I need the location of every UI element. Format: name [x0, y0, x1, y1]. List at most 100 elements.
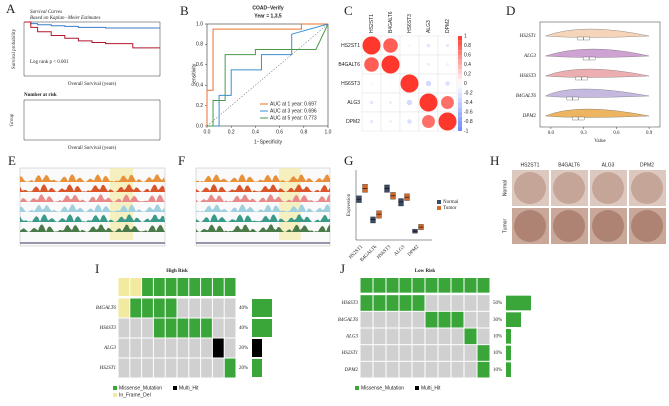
- cell: [201, 358, 212, 378]
- x-tick-label: 0.9: [646, 131, 653, 136]
- cell: [386, 311, 399, 328]
- y-tick-label: 0.0: [196, 123, 203, 129]
- side-bar: [506, 295, 531, 311]
- corr-circle: [369, 100, 374, 105]
- gene-label: ALG3: [345, 334, 358, 339]
- panel-letter: F: [178, 153, 185, 168]
- cell: [451, 345, 464, 361]
- cell: [130, 318, 142, 338]
- cell: [412, 295, 425, 311]
- x-tick-label: 0.3: [581, 131, 588, 136]
- percent: 10%: [493, 368, 502, 373]
- signal-track: [20, 184, 165, 192]
- signal-track: [20, 224, 165, 232]
- violin: [545, 48, 650, 58]
- cell: [360, 311, 373, 328]
- cell: [477, 345, 490, 361]
- panel-letter: J: [340, 261, 345, 276]
- cell: [165, 298, 177, 318]
- cell: [464, 295, 477, 311]
- cell: [224, 318, 236, 338]
- cell: [142, 318, 153, 338]
- cell: [118, 318, 130, 338]
- gene-label: B4GALT6: [96, 306, 117, 311]
- colorbar-label: 0.8: [464, 43, 471, 49]
- percent: 20%: [239, 346, 248, 351]
- corr-circle: [381, 55, 400, 74]
- cell: [118, 358, 130, 378]
- col-label: B4GALT6: [558, 162, 580, 168]
- col-label: HS2ST1: [369, 14, 375, 33]
- legend-swatch: [437, 206, 441, 210]
- cell: [451, 361, 464, 378]
- tmb-bar: [360, 278, 373, 293]
- tmb-bar: [399, 278, 412, 293]
- corr-circle: [446, 63, 449, 66]
- tmb-bar: [425, 278, 438, 293]
- x-label: Overall Survival (years): [68, 82, 117, 87]
- colorbar-step: [458, 107, 462, 112]
- cell: [451, 295, 464, 311]
- signal-track: [196, 194, 330, 202]
- legend-swatch: [113, 386, 117, 390]
- cell: [130, 358, 142, 378]
- cell: [399, 345, 412, 361]
- cell: [477, 295, 490, 311]
- survival-curve: [24, 21, 160, 29]
- colorbar-step: [458, 59, 462, 65]
- col-label: B4GALT6: [388, 11, 394, 33]
- title: Low Risk: [415, 269, 436, 274]
- tmb-bar: [118, 278, 130, 296]
- tmb-bar: [212, 278, 224, 296]
- cell: [399, 295, 412, 311]
- cell: [438, 361, 451, 378]
- corr-circle: [362, 36, 381, 55]
- signal-track: [20, 174, 165, 182]
- cell: [425, 328, 438, 345]
- x-tick-label: 0.6: [276, 129, 283, 135]
- plot-frame: [206, 23, 329, 127]
- legend-label: Missense_Mutation: [361, 385, 404, 391]
- legend-swatch: [437, 200, 441, 204]
- cell: [464, 361, 477, 378]
- gene-label: ALG3: [103, 346, 116, 351]
- percent: 50%: [493, 301, 502, 306]
- cell: [386, 295, 399, 311]
- box: [376, 210, 382, 219]
- legend-swatch: [415, 386, 419, 390]
- colorbar-step: [458, 78, 462, 84]
- gene-label: HS6ST3: [341, 301, 359, 306]
- gene-label: HS2ST1: [341, 351, 358, 356]
- x-tick-label: 0.8: [300, 129, 307, 135]
- row-label: ALG3: [347, 100, 360, 106]
- tmb-bar: [477, 278, 490, 293]
- cell: [177, 318, 189, 338]
- colorbar-label: -1: [464, 128, 469, 134]
- tissue-core: [631, 210, 663, 242]
- colorbar-step: [458, 116, 462, 122]
- tmb-bar: [153, 278, 165, 296]
- percent: 40%: [239, 326, 248, 331]
- corr-circle: [426, 43, 431, 48]
- cell: [142, 298, 153, 318]
- corr-circle: [422, 115, 435, 128]
- row-label: Normal: [502, 180, 508, 196]
- subtitle: Year = 1,3,5: [254, 13, 282, 19]
- panel-letter: A: [6, 1, 16, 16]
- colorbar-step: [458, 102, 462, 108]
- col-label: ALG3: [426, 20, 432, 33]
- gene-label: HS2ST1: [519, 34, 536, 39]
- x-tick-label: DPM2: [407, 244, 420, 257]
- corr-circle: [369, 119, 374, 124]
- cell: [464, 328, 477, 345]
- cell: [399, 311, 412, 328]
- colorbar-label: 0: [464, 81, 467, 87]
- panel-letter: I: [95, 261, 99, 276]
- x-tick-label: 0.2: [228, 129, 235, 135]
- percent: 30%: [493, 318, 502, 323]
- colorbar-label: 0.2: [464, 71, 471, 77]
- track-bg: [19, 167, 166, 247]
- panel-letter: G: [344, 153, 353, 168]
- corr-circle: [370, 82, 373, 85]
- cell: [177, 338, 189, 358]
